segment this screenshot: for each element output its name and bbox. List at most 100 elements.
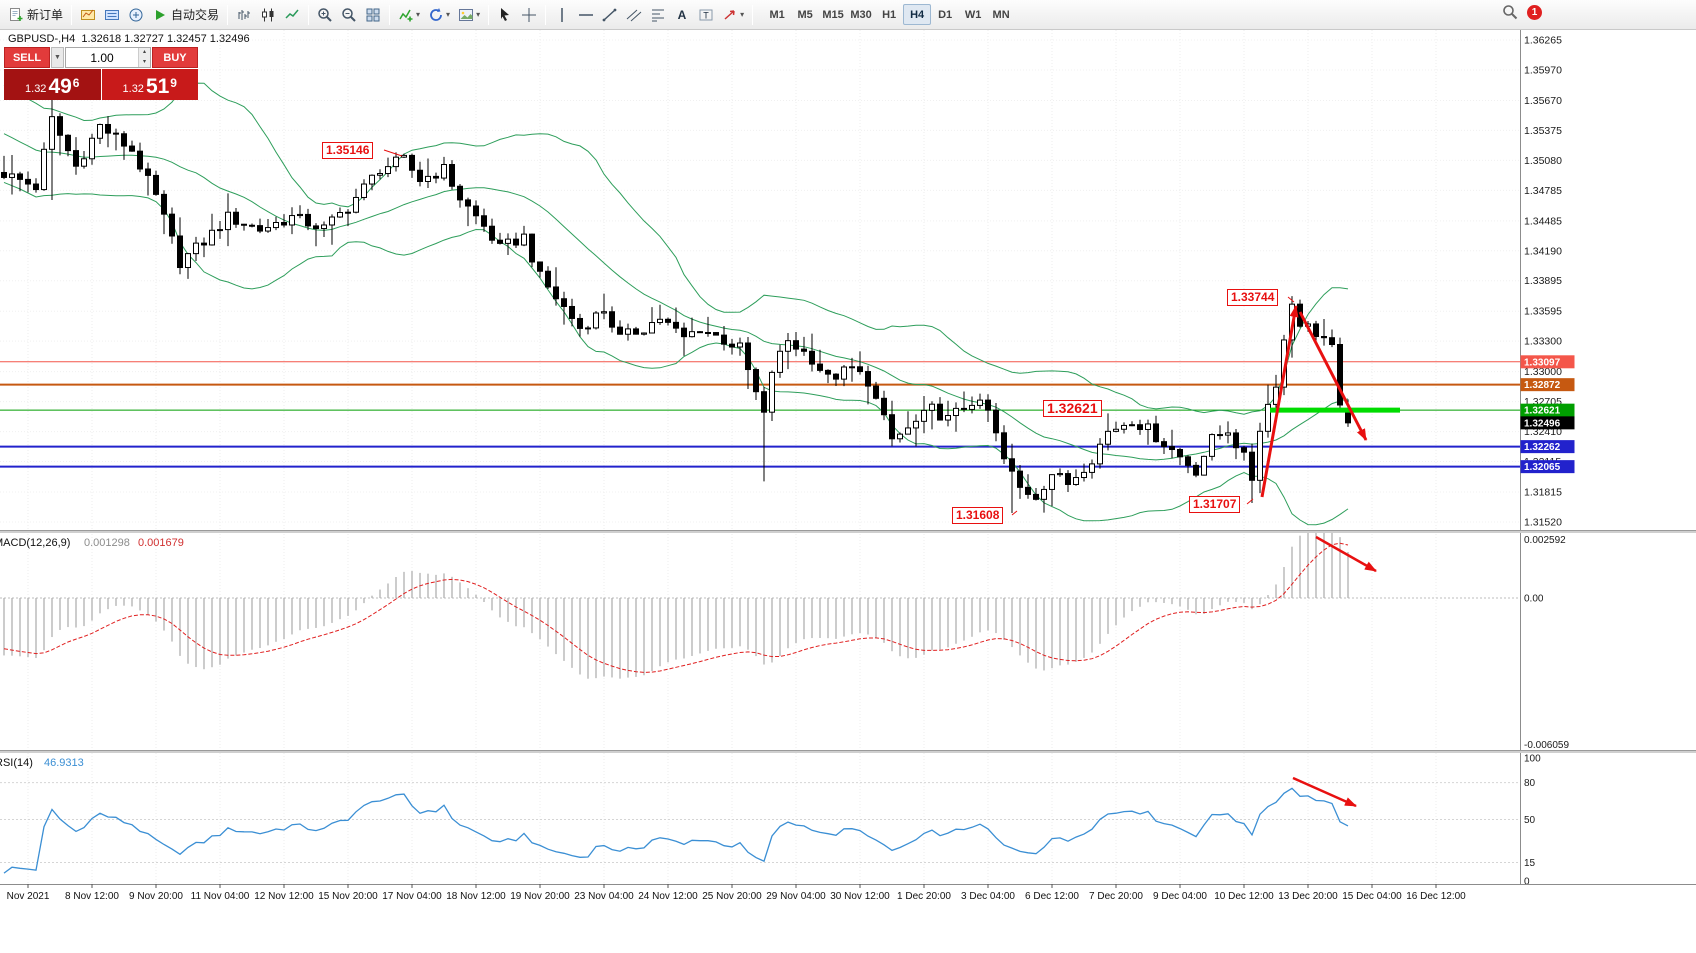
time-axis-label: 9 Nov 20:00 [129, 891, 183, 902]
autotrading-icon [152, 7, 168, 23]
toolbar-separator [545, 4, 547, 25]
buy-price-point: 9 [170, 76, 177, 90]
text-button[interactable]: A [670, 3, 694, 27]
terminal-button[interactable] [124, 3, 148, 27]
sell-price-display[interactable]: 1.32 49 6 [4, 69, 101, 100]
rsi-line [3, 787, 1349, 874]
toolbar-right: 1 [1502, 4, 1542, 20]
templates-icon [458, 7, 474, 23]
splitter-chart-macd[interactable] [0, 530, 1696, 533]
price-level-badge-label: 1.32262 [1524, 442, 1561, 453]
new-order-icon [8, 7, 24, 23]
timeframe-h1-button[interactable]: H1 [875, 4, 903, 25]
line-chart-button[interactable] [280, 3, 304, 27]
line-chart-icon [284, 7, 300, 23]
indicators-button[interactable]: ▾ [394, 3, 424, 27]
timeframe-d1-button[interactable]: D1 [931, 4, 959, 25]
price-level-badge [1520, 460, 1575, 474]
buy-button[interactable]: BUY [152, 47, 198, 68]
charts-icon [80, 7, 96, 23]
navigator-button[interactable] [100, 3, 124, 27]
price-callout[interactable]: 1.32621 [1043, 400, 1102, 417]
charts-button[interactable] [76, 3, 100, 27]
callout-connector[interactable] [1287, 296, 1295, 303]
timeframe-h4-button[interactable]: H4 [903, 4, 932, 25]
price-callout[interactable]: 1.35146 [322, 142, 374, 159]
trend-arrow[interactable] [1315, 535, 1377, 573]
time-axis[interactable]: Nov 2021 8 Nov 12:00 9 Nov 20:00 11 Nov 04:… [0, 884, 1696, 902]
volume-decrease-button[interactable]: ▾ [139, 57, 150, 67]
price-scale[interactable]: 1.36265 1.35970 1.35670 1.35375 1.35080 1.347… [1520, 30, 1575, 884]
splitter-macd-rsi[interactable] [0, 750, 1696, 753]
trendline-button[interactable] [598, 3, 622, 27]
volume-spin-buttons: ▴ ▾ [138, 48, 150, 67]
order-type-dropdown[interactable]: ▼ [51, 47, 64, 68]
price-callout[interactable]: 1.31608 [952, 507, 1004, 524]
toolbar-button-label: 新订单 [27, 8, 64, 22]
macd-signal-line [3, 542, 1349, 673]
volume-input[interactable] [66, 48, 138, 67]
price-callout[interactable]: 1.33744 [1227, 289, 1279, 306]
profiles-button[interactable]: ▾ [424, 3, 454, 27]
trend-arrow[interactable] [1298, 311, 1368, 441]
price-callout[interactable]: 1.31707 [1189, 496, 1241, 513]
trend-arrow[interactable] [1292, 776, 1357, 808]
callout-connector[interactable] [1246, 498, 1254, 505]
zoom-in-button[interactable] [313, 3, 337, 27]
equidistant-channel-button[interactable] [622, 3, 646, 27]
timeframe-m1-button[interactable]: M1 [763, 4, 791, 25]
cursor-button[interactable] [493, 3, 517, 27]
callout-connector[interactable] [383, 149, 403, 157]
candles-icon [260, 7, 276, 23]
trend-arrows[interactable] [383, 149, 1377, 808]
macd-axis-label: -0.006059 [1524, 740, 1569, 751]
candlestick-chart-button[interactable] [256, 3, 280, 27]
macd-axis-label: 0.00 [1524, 594, 1544, 605]
zoom-out-button[interactable] [337, 3, 361, 27]
timeframe-m5-button[interactable]: M5 [791, 4, 819, 25]
sell-button[interactable]: SELL [4, 47, 50, 68]
search-icon[interactable] [1502, 4, 1518, 20]
macd-main-value: 0.001298 [84, 537, 130, 549]
horizontal-level-lines[interactable] [0, 361, 1520, 468]
tile-windows-button[interactable] [361, 3, 385, 27]
autotrading-button[interactable]: 自动交易 [148, 3, 223, 27]
profiles-icon [428, 7, 444, 23]
time-axis-label: 13 Dec 20:00 [1278, 891, 1338, 902]
fibonacci-button[interactable] [646, 3, 670, 27]
main-toolbar: 新订单 自动交易 ▾ ▾ ▾ A T ▾ M1 M5 M15 M30 H1 H4 D1 W1 MN 1 [0, 0, 1696, 30]
time-axis-label: 11 Nov 04:00 [191, 891, 250, 902]
horizontal-line-button[interactable] [574, 3, 598, 27]
notification-badge[interactable]: 1 [1527, 4, 1542, 20]
rsi-panel[interactable] [0, 782, 1520, 874]
toolbar-button-label: 自动交易 [171, 8, 220, 22]
rsi-axis-label: 80 [1524, 778, 1536, 789]
timeframe-m15-button[interactable]: M15 [819, 4, 847, 25]
timeframe-w1-button[interactable]: W1 [959, 4, 987, 25]
arrows-button[interactable]: ▾ [718, 3, 748, 27]
candlestick-series [1, 77, 1351, 514]
buy-price-display[interactable]: 1.32 51 9 [101, 69, 198, 100]
chart-ohlc-header: GBPUSD-,H4 1.32618 1.32727 1.32457 1.324… [8, 33, 250, 45]
vertical-line-button[interactable] [550, 3, 574, 27]
svg-text:T: T [703, 10, 709, 20]
macd-panel[interactable] [0, 523, 1520, 679]
price-axis-label: 1.34190 [1524, 245, 1562, 257]
bar-chart-button[interactable] [232, 3, 256, 27]
new-order-button[interactable]: 新订单 [4, 3, 67, 27]
time-axis-label: 9 Dec 04:00 [1153, 891, 1207, 902]
volume-increase-button[interactable]: ▴ [139, 48, 150, 58]
templates-button[interactable]: ▾ [454, 3, 484, 27]
trend-arrow[interactable] [1260, 305, 1299, 498]
text-label-button[interactable]: T [694, 3, 718, 27]
callout-connector[interactable] [1011, 510, 1018, 516]
timeframe-mn-button[interactable]: MN [987, 4, 1015, 25]
crosshair-button[interactable] [517, 3, 541, 27]
timeframe-m30-button[interactable]: M30 [847, 4, 875, 25]
dropdown-caret-icon: ▾ [446, 10, 451, 19]
time-axis-label: 17 Nov 04:00 [382, 891, 442, 902]
rsi-axis-label: 15 [1524, 858, 1536, 869]
